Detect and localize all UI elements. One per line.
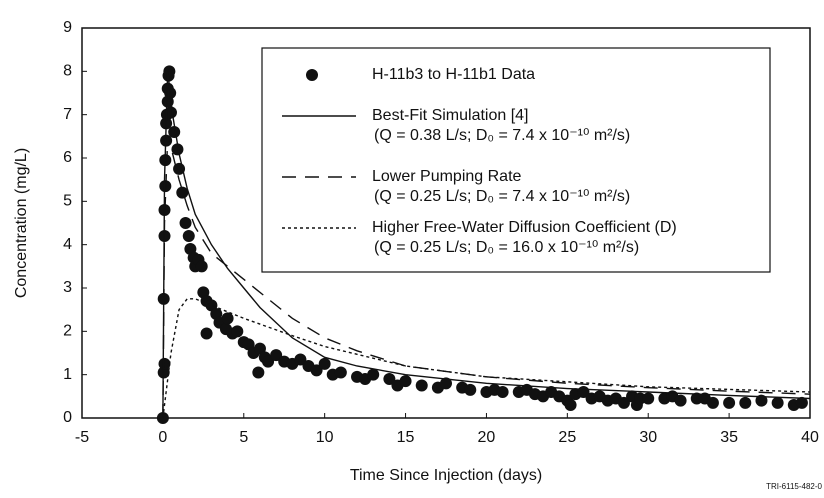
- legend-label: H-11b3 to H-11b1 Data: [372, 66, 535, 83]
- data-point: [176, 186, 189, 199]
- series-line: [162, 71, 811, 419]
- y-tick-label: 5: [63, 193, 72, 210]
- x-tick-label: 40: [801, 429, 819, 446]
- y-tick-label: 1: [63, 366, 72, 383]
- x-tick-label: 5: [239, 429, 248, 446]
- y-tick-label: 2: [63, 323, 72, 340]
- y-tick-label: 4: [63, 236, 72, 253]
- data-point: [415, 379, 428, 392]
- x-tick-label: 20: [478, 429, 496, 446]
- data-point: [262, 355, 275, 368]
- series-line: [162, 298, 811, 419]
- y-axis-title: Concentration (mg/L): [13, 148, 30, 298]
- figure-id: TRI-6115-482-0: [766, 482, 822, 491]
- y-tick-label: 6: [63, 149, 72, 166]
- data-point: [163, 65, 176, 78]
- data-point: [171, 143, 184, 156]
- x-tick-label: 30: [639, 429, 657, 446]
- data-point: [310, 364, 323, 377]
- data-point: [440, 377, 452, 390]
- data-point: [496, 386, 509, 398]
- legend-marker: [306, 69, 318, 81]
- legend-params: (Q = 0.25 L/s; D₀ = 7.4 x 10⁻¹⁰ m²/s): [374, 188, 630, 205]
- data-point: [200, 327, 213, 340]
- y-tick-label: 3: [63, 279, 72, 296]
- legend-label: Best-Fit Simulation [4]: [372, 107, 529, 124]
- data-point: [399, 375, 412, 388]
- legend-label: Lower Pumping Rate: [372, 168, 522, 185]
- data-point: [294, 353, 307, 366]
- data-point: [564, 399, 577, 411]
- data-point: [723, 396, 736, 409]
- x-axis-title: Time Since Injection (days): [350, 467, 542, 484]
- x-tick-label: 15: [397, 429, 415, 446]
- legend-box: [261, 47, 771, 273]
- data-point: [252, 366, 265, 379]
- data-point: [164, 106, 177, 119]
- data-point: [158, 357, 171, 370]
- legend-params: (Q = 0.38 L/s; D₀ = 7.4 x 10⁻¹⁰ m²/s): [374, 127, 630, 144]
- data-point: [464, 383, 477, 396]
- data-point: [231, 325, 244, 338]
- data-point: [182, 230, 195, 242]
- data-point: [334, 366, 347, 379]
- data-point: [318, 357, 331, 370]
- data-point: [270, 349, 283, 362]
- data-point: [367, 368, 380, 381]
- data-point: [674, 394, 687, 407]
- data-point: [739, 396, 752, 409]
- x-tick-label: 0: [158, 429, 167, 446]
- y-tick-label: 8: [63, 63, 72, 80]
- data-point: [383, 373, 396, 385]
- y-tick-label: 0: [63, 409, 72, 426]
- data-point: [168, 126, 181, 138]
- data-point: [771, 396, 784, 409]
- data-point: [706, 396, 719, 409]
- legend-label: Higher Free-Water Diffusion Coefficient …: [372, 219, 677, 236]
- x-tick-label: -5: [75, 429, 89, 446]
- data-point: [755, 394, 768, 407]
- y-tick-label: 9: [63, 19, 72, 36]
- data-point: [617, 396, 630, 409]
- x-tick-label: 35: [720, 429, 738, 446]
- series-line: [162, 136, 811, 419]
- data-point: [795, 396, 808, 409]
- data-point: [179, 217, 192, 229]
- plot-frame: [81, 27, 811, 419]
- x-tick-label: 25: [558, 429, 576, 446]
- data-point: [221, 312, 234, 325]
- legend-params: (Q = 0.25 L/s; D₀ = 16.0 x 10⁻¹⁰ m²/s): [374, 239, 639, 256]
- x-tick-label: 10: [316, 429, 334, 446]
- data-point: [195, 260, 208, 273]
- y-tick-label: 7: [63, 106, 72, 123]
- data-point: [642, 392, 655, 405]
